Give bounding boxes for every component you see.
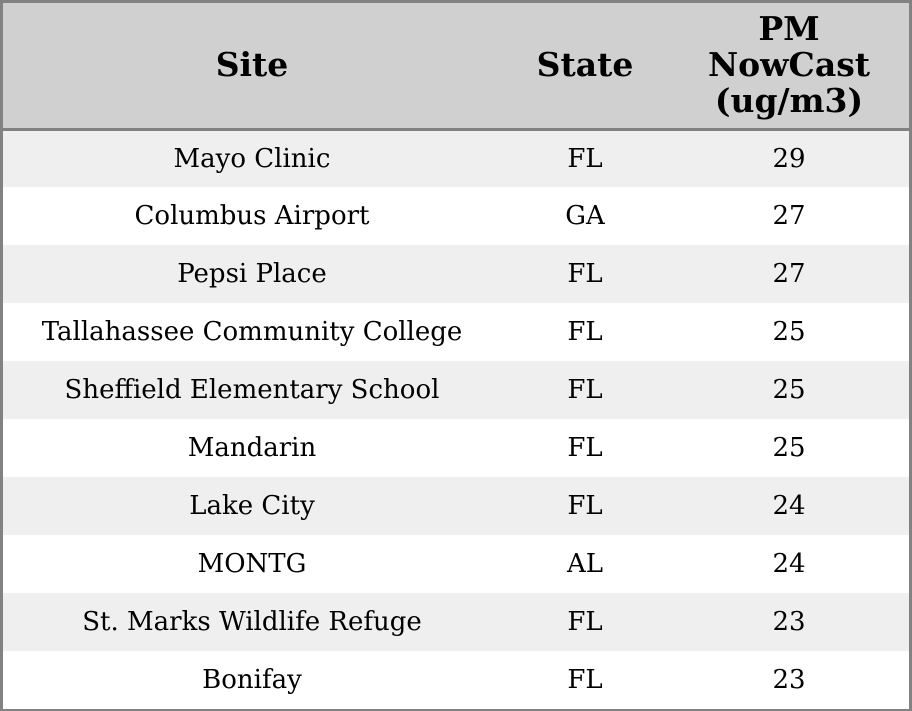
cell-state: FL	[567, 665, 603, 695]
table-row: MONTG AL 24	[3, 535, 909, 593]
cell-site: Bonifay	[202, 665, 302, 695]
cell-pm: 23	[772, 607, 806, 637]
cell-state: FL	[567, 607, 603, 637]
cell-pm: 24	[772, 549, 806, 579]
table-row: Mayo Clinic FL 29	[3, 129, 909, 187]
cell-state: AL	[566, 549, 604, 579]
header-pm-line-1: PM	[758, 9, 820, 49]
cell-pm: 27	[772, 201, 806, 231]
cell-state: FL	[567, 491, 603, 521]
cell-site: Sheffield Elementary School	[64, 375, 440, 405]
header-pm-line-2: NowCast	[707, 45, 871, 85]
cell-state: FL	[567, 375, 603, 405]
cell-state: FL	[567, 317, 603, 347]
header-pm-line-3: (ug/m3)	[714, 81, 864, 121]
cell-state: GA	[565, 201, 605, 231]
header-row: Site State PM NowCast (ug/m3)	[3, 3, 909, 131]
table-row: Bonifay FL 23	[3, 651, 909, 709]
table-row: Mandarin FL 25	[3, 419, 909, 477]
table-row: Sheffield Elementary School FL 25	[3, 361, 909, 419]
table-row: St. Marks Wildlife Refuge FL 23	[3, 593, 909, 651]
cell-site: Tallahassee Community College	[41, 317, 463, 347]
table-row: Tallahassee Community College FL 25	[3, 303, 909, 361]
cell-pm: 23	[772, 665, 806, 695]
header-site: Site	[3, 3, 501, 131]
cell-pm: 25	[772, 375, 806, 405]
table-row: Pepsi Place FL 27	[3, 245, 909, 303]
cell-state: FL	[567, 143, 603, 174]
pm-nowcast-table: Site State PM NowCast (ug/m3) Mayo Clini…	[3, 3, 909, 709]
cell-site: Mandarin	[187, 433, 317, 463]
table-row: Columbus Airport GA 27	[3, 187, 909, 245]
cell-pm: 27	[772, 259, 806, 289]
table-header: Site State PM NowCast (ug/m3)	[3, 3, 909, 131]
cell-state: FL	[567, 433, 603, 463]
cell-site: St. Marks Wildlife Refuge	[82, 607, 422, 637]
cell-site: Lake City	[189, 491, 315, 521]
cell-site: MONTG	[197, 549, 307, 579]
cell-state: FL	[567, 259, 603, 289]
cell-pm: 25	[772, 317, 806, 347]
cell-pm: 29	[772, 143, 806, 174]
table-row: Lake City FL 24	[3, 477, 909, 535]
cell-pm: 25	[772, 433, 806, 463]
header-pm-nowcast: PM NowCast (ug/m3)	[669, 3, 909, 131]
cell-site: Columbus Airport	[134, 201, 370, 231]
cell-pm: 24	[772, 491, 806, 521]
cell-site: Pepsi Place	[177, 259, 327, 289]
table-body: Mayo Clinic FL 29 Columbus Airport GA 27…	[3, 129, 909, 709]
header-state: State	[501, 3, 669, 131]
cell-site: Mayo Clinic	[173, 143, 331, 174]
